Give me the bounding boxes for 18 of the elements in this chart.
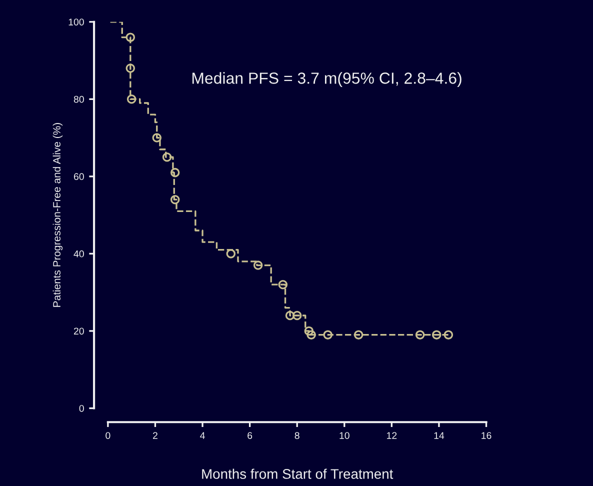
x-tick-label: 4: [200, 432, 205, 439]
x-tick-label: 12: [387, 432, 397, 439]
x-tick-label: 8: [294, 432, 300, 439]
x-tick-label: 16: [482, 432, 492, 439]
y-tick-label: 0: [79, 404, 84, 412]
x-tick-label: 2: [153, 432, 158, 439]
x-tick-label: 6: [248, 432, 252, 439]
x-tick-label: 0: [106, 432, 110, 439]
x-axis-title: Months from Start of Treatment: [202, 468, 394, 479]
x-tick-label: 10: [340, 432, 350, 439]
y-tick-label: 20: [74, 328, 84, 335]
x-tick-label: 14: [434, 432, 444, 439]
y-axis-title: Patients Progression-Free and Alive (%): [52, 123, 63, 307]
y-tick-label: 60: [74, 173, 84, 180]
y-tick-label: 40: [74, 250, 84, 258]
y-tick-label: 100: [68, 18, 84, 26]
annotation: Median PFS = 3.7 m(95% CI, 2.8–4.6): [192, 72, 462, 87]
y-tick-label: 80: [74, 96, 84, 103]
